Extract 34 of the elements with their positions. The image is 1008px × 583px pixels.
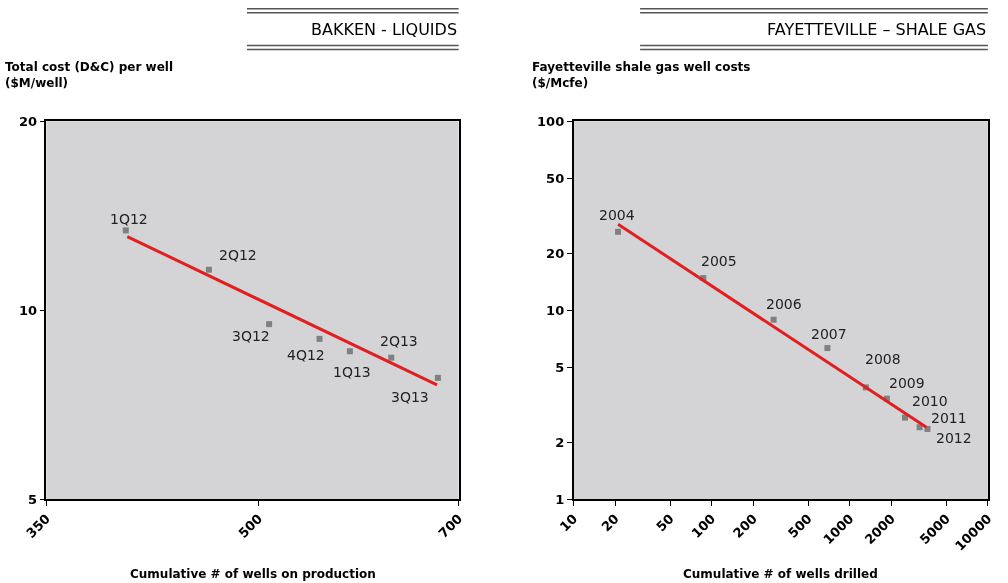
y-tick-label: 5	[555, 359, 565, 375]
annotation: 2011	[931, 410, 967, 426]
y-tick-label: 10	[18, 302, 38, 318]
y-tick-label: 2	[555, 434, 565, 450]
y-tick-label: 1	[555, 491, 565, 507]
y-axis-title: Total cost (D&C) per well ($M/well)	[5, 60, 174, 90]
y-tick-label: 50	[546, 170, 565, 186]
x-tick-label: 20	[598, 511, 622, 535]
annotation: 3Q13	[391, 389, 429, 405]
annotation: 2Q13	[380, 333, 418, 349]
annotation: 2009	[889, 375, 925, 391]
y-tick-label: 20	[18, 113, 38, 129]
annotation: 2Q12	[219, 247, 257, 263]
y-tick-label: 5	[27, 491, 38, 507]
annotation: 2010	[912, 393, 948, 409]
annotation: 2012	[936, 430, 972, 446]
y-tick-label: 20	[546, 245, 565, 261]
x-axis-title: Cumulative # of wells on production	[130, 567, 376, 581]
annotation: 2004	[599, 207, 635, 223]
chart-title: BAKKEN - LIQUIDS	[311, 20, 458, 39]
annotation: 3Q12	[232, 328, 270, 344]
chart-title: FAYETTEVILLE – SHALE GAS	[767, 20, 987, 39]
y-tick-label: 100	[537, 113, 565, 129]
annotation: 4Q12	[287, 347, 325, 363]
annotation: 1Q12	[110, 211, 148, 227]
y-tick-label: 10	[546, 302, 565, 318]
x-tick-label: 50	[653, 511, 677, 535]
annotation: 2007	[811, 326, 847, 342]
y-axis-title: Fayetteville shale gas well costs ($/Mcfe)	[532, 60, 751, 90]
annotation: 2005	[701, 253, 737, 269]
x-axis-title: Cumulative # of wells drilled	[683, 567, 878, 581]
annotation: 2006	[766, 296, 802, 312]
annotation: 1Q13	[333, 364, 371, 380]
annotation: 2008	[865, 351, 901, 367]
